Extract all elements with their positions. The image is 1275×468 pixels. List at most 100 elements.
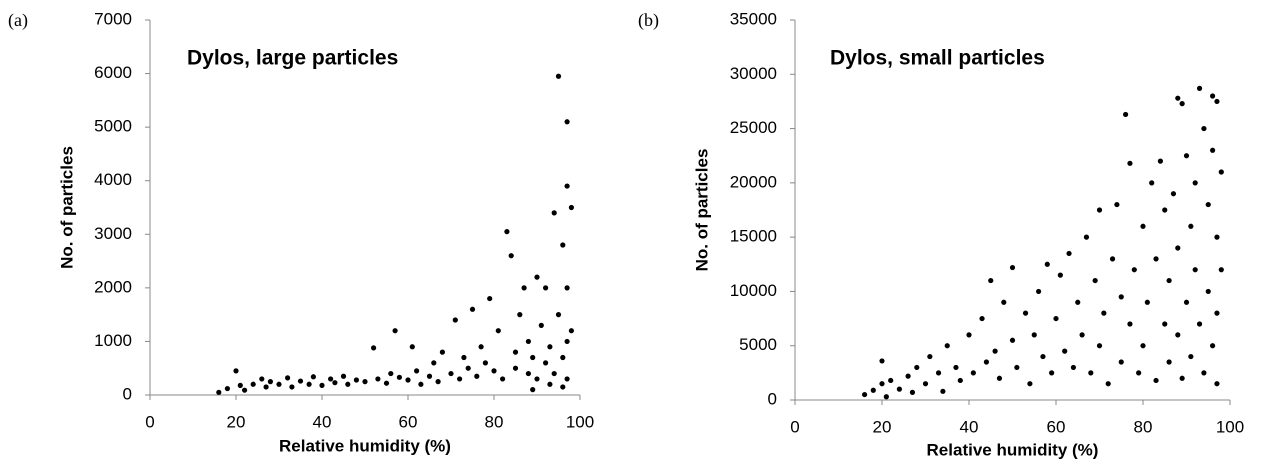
data-point [1179,101,1185,107]
data-point [1022,310,1029,316]
data-point [1183,153,1190,159]
data-point [1170,191,1177,197]
data-point [1205,201,1211,208]
data-point [879,358,885,364]
data-point [1214,381,1220,387]
data-point [388,370,394,377]
data-point [568,328,575,334]
y-tick-label: 5000 [739,335,777,354]
data-point [1218,169,1224,175]
data-point [1131,267,1137,273]
data-point [1083,234,1090,240]
data-point [1175,332,1181,338]
data-point [392,328,398,334]
data-point [905,373,911,379]
data-point [414,368,420,374]
data-point [560,354,566,361]
data-point [1153,377,1159,384]
data-point [340,373,347,379]
data-point [371,345,377,351]
data-point [1053,315,1059,322]
data-point [383,380,390,386]
data-point [555,73,562,79]
data-point [1101,310,1107,316]
data-point [242,387,248,393]
data-point [957,377,963,384]
data-point [328,376,334,382]
data-point [216,389,222,395]
data-point [870,387,876,393]
data-point [1149,180,1155,186]
data-point [551,370,557,377]
data-point [543,285,549,291]
data-point [1118,294,1124,300]
data-point [452,317,458,323]
y-tick-label: 4000 [94,170,132,189]
y-tick-label: 15000 [730,227,777,246]
data-point [534,274,540,280]
data-point [530,387,536,393]
data-point [568,204,575,211]
data-point [487,295,493,302]
data-point [1036,288,1042,295]
data-point [426,373,433,379]
data-point [883,394,889,400]
x-tick-label: 40 [313,412,332,431]
x-tick-label: 80 [485,412,504,431]
data-point [418,381,424,387]
y-tick-label: 2000 [94,277,132,296]
data-point [564,183,570,189]
data-point [1218,267,1224,273]
data-point [966,332,972,338]
data-point [289,384,295,390]
data-point [285,375,291,381]
data-point [944,343,950,349]
data-point [319,382,325,388]
data-point [534,376,540,382]
data-point [263,384,269,390]
y-tick-label: 1000 [94,331,132,350]
data-point [1092,277,1098,284]
data-point [1109,256,1116,262]
y-tick-label: 5000 [94,117,132,136]
data-point [1070,364,1076,371]
x-tick-label: 0 [145,412,154,431]
data-point [988,277,994,284]
data-point [547,344,553,350]
data-point [267,379,273,385]
data-point [1062,348,1068,354]
data-point [551,210,557,216]
data-point [1001,299,1007,305]
data-point [992,348,998,354]
data-point [922,381,929,387]
y-axis-label: No. of particles [57,146,76,269]
data-point [1105,381,1111,387]
data-point [538,322,544,328]
data-point [482,360,488,366]
data-point [409,344,415,350]
data-point [564,119,570,125]
y-tick-label: 10000 [730,281,777,300]
data-point [310,374,316,380]
y-tick-label: 6000 [94,63,132,82]
data-point [1127,321,1133,327]
data-point [1127,160,1133,166]
y-tick-label: 25000 [730,118,777,137]
data-point [448,370,454,377]
data-point [353,377,359,383]
data-point [250,381,256,387]
data-point [1027,381,1033,387]
data-point [237,382,243,388]
data-point [1136,370,1142,376]
data-point [512,365,519,371]
data-point [1118,359,1124,365]
y-tick-label: 35000 [730,9,777,28]
data-point [525,370,532,377]
data-point [1179,375,1185,381]
data-point [1114,201,1120,208]
x-axis-label: Relative humidity (%) [927,440,1099,459]
chart-title: Dylos, small particles [830,47,1045,70]
data-point [375,376,381,382]
